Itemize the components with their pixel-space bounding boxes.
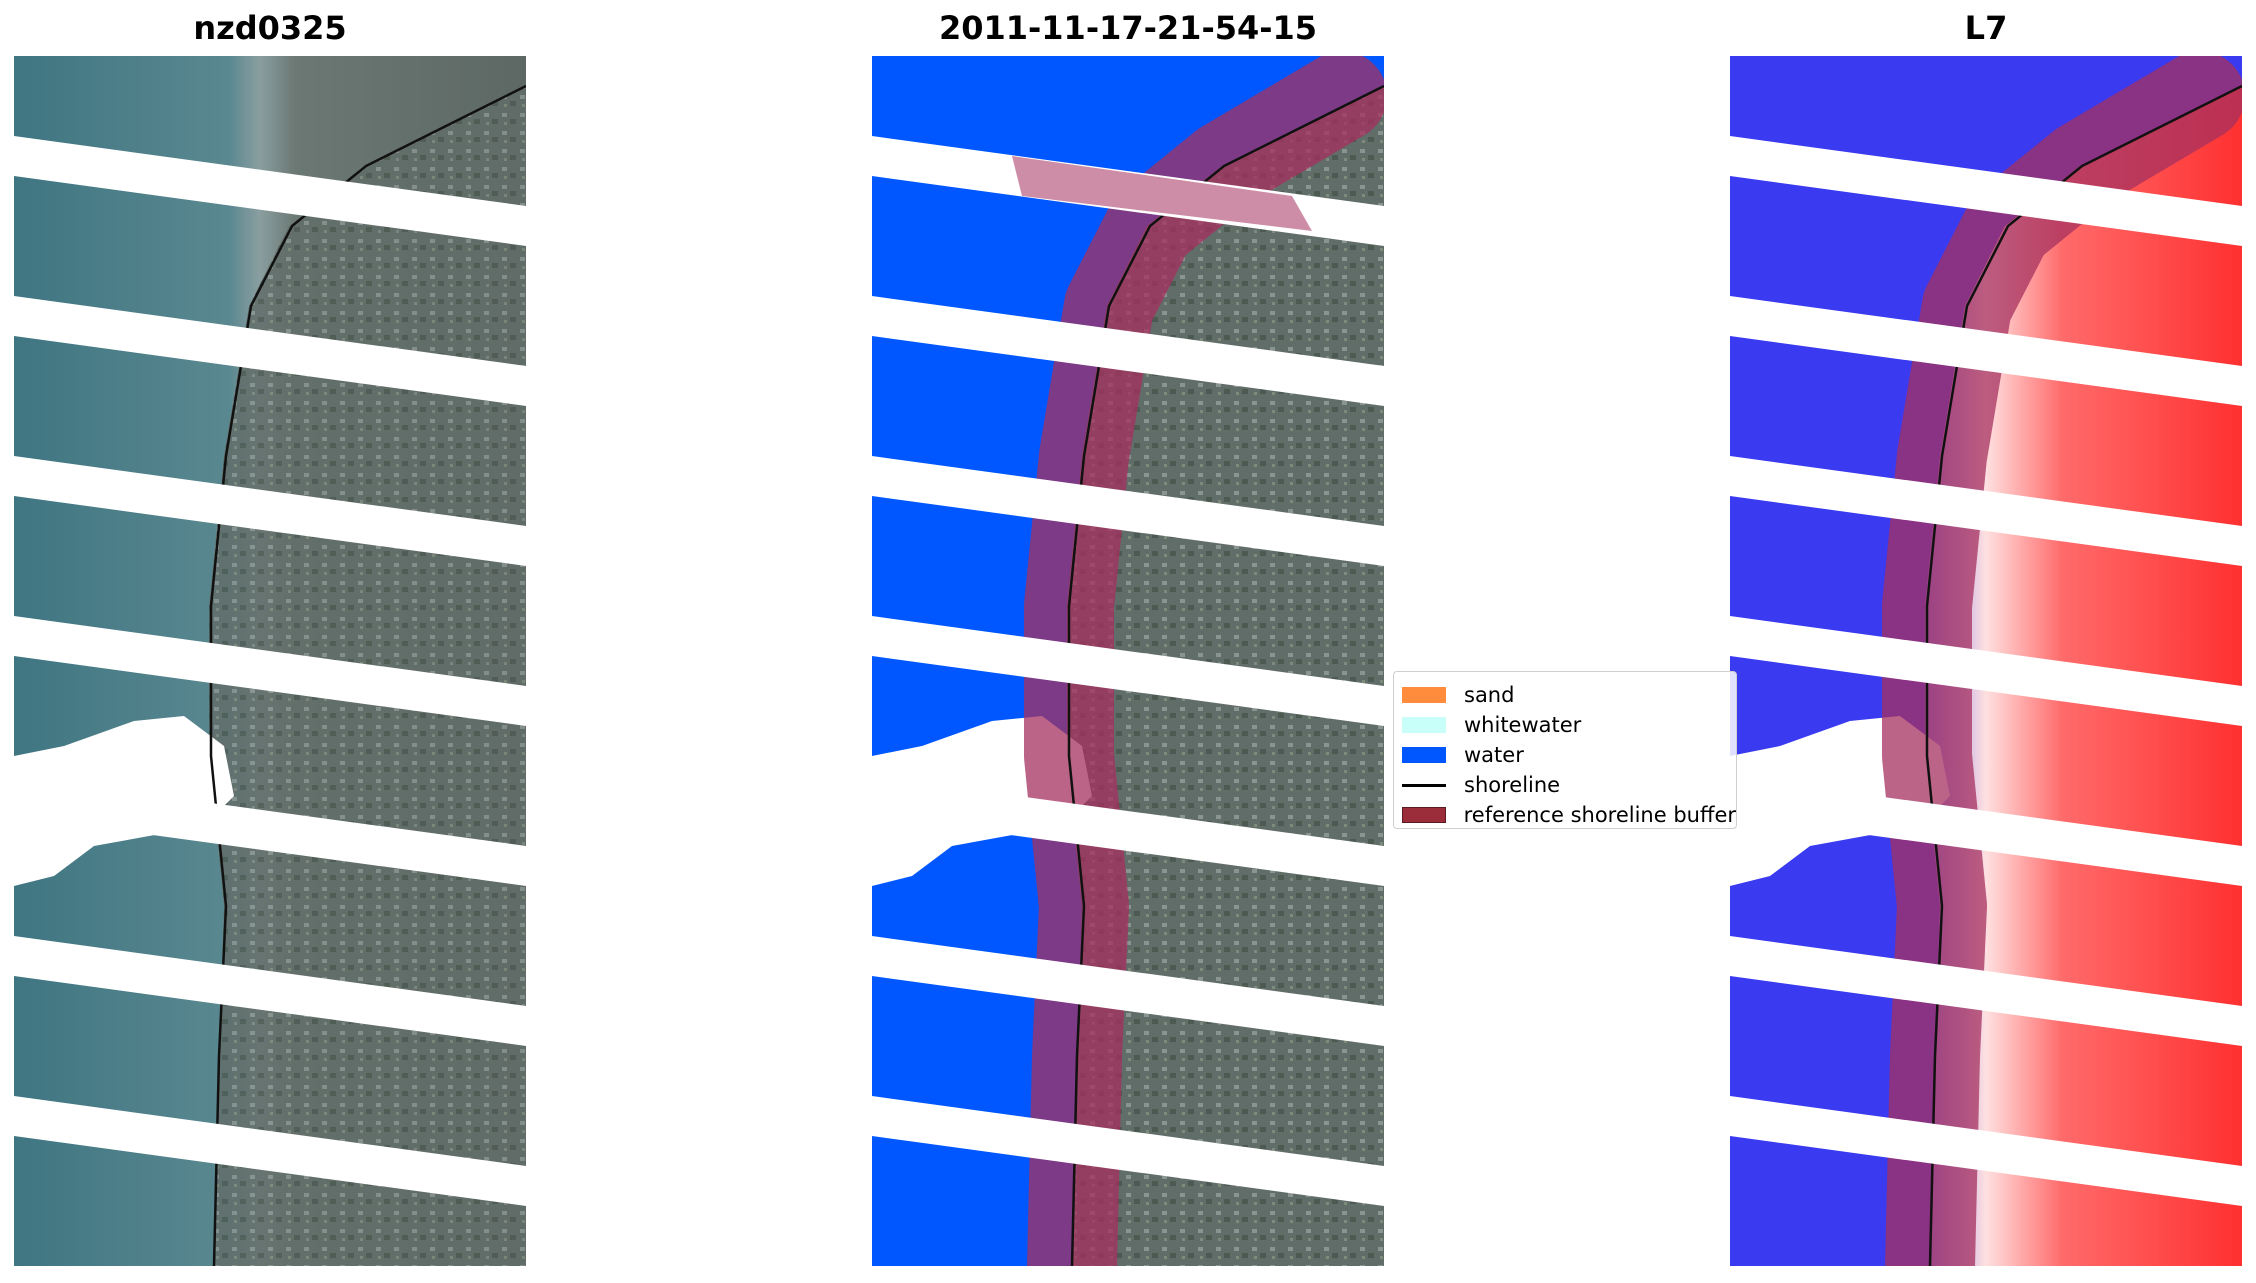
panel-title-index: L7 (1964, 9, 2008, 47)
legend-label-shoreline: shoreline (1464, 773, 1561, 797)
classified-image (872, 56, 1384, 1266)
rgb-image-panel (14, 56, 526, 1266)
index-image-panel (1730, 56, 2242, 1266)
legend-item-buffer: reference shoreline buffer (1402, 800, 1736, 830)
panel-title-rgb: nzd0325 (193, 9, 347, 47)
panel-title-classified: 2011-11-17-21-54-15 (938, 9, 1318, 47)
legend-label-water: water (1464, 743, 1524, 767)
legend-label-sand: sand (1464, 683, 1515, 707)
legend-item-water: water (1402, 740, 1736, 770)
legend: sand whitewater water shoreline referenc… (1393, 671, 1737, 829)
legend-item-sand: sand (1402, 680, 1736, 710)
legend-item-shoreline: shoreline (1402, 770, 1736, 800)
buffer-swatch (1402, 807, 1446, 823)
water-swatch (1402, 747, 1446, 763)
legend-item-whitewater: whitewater (1402, 710, 1736, 740)
whitewater-swatch (1402, 717, 1446, 733)
sand-swatch (1402, 687, 1446, 703)
shoreline-line-swatch (1402, 783, 1446, 787)
water-index-image (1730, 56, 2242, 1266)
rgb-satellite-image (14, 56, 526, 1266)
legend-label-buffer: reference shoreline buffer (1463, 803, 1736, 827)
classified-image-panel (872, 56, 1384, 1266)
legend-label-whitewater: whitewater (1464, 713, 1582, 737)
